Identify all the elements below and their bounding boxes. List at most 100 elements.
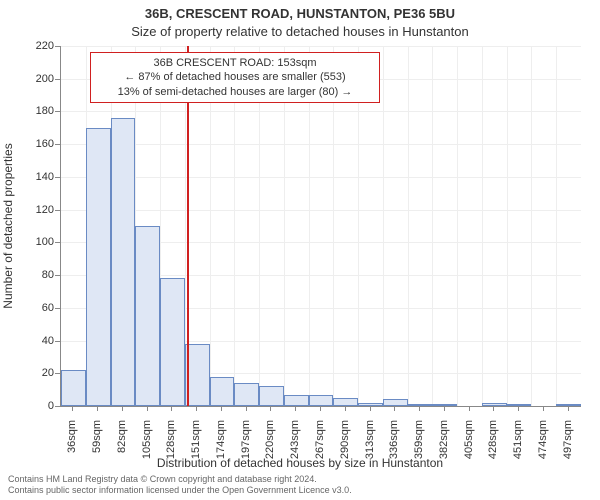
histogram-bar: [111, 118, 136, 406]
xtick-label: 290sqm: [339, 420, 351, 459]
footer-line-1: Contains HM Land Registry data © Crown c…: [8, 474, 352, 485]
ytick-mark: [55, 341, 60, 342]
histogram-bar: [309, 395, 334, 406]
ytick-label: 160: [14, 138, 54, 150]
histogram-bar: [135, 226, 160, 406]
xtick-label: 359sqm: [413, 420, 425, 459]
xtick-label: 128sqm: [165, 420, 177, 459]
xtick-label: 105sqm: [141, 420, 153, 459]
gridline-v: [556, 46, 557, 406]
xtick-mark: [221, 406, 222, 411]
gridline-v: [432, 46, 433, 406]
chart-title: 36B, CRESCENT ROAD, HUNSTANTON, PE36 5BU: [0, 6, 600, 21]
histogram-bar: [333, 398, 358, 406]
gridline-v: [531, 46, 532, 406]
ytick-mark: [55, 242, 60, 243]
xtick-label: 151sqm: [190, 420, 202, 459]
histogram-bar: [556, 404, 581, 406]
annotation-box: 36B CRESCENT ROAD: 153sqm← 87% of detach…: [90, 52, 380, 103]
annotation-line-3: 13% of semi-detached houses are larger (…: [97, 85, 373, 99]
xtick-mark: [568, 406, 569, 411]
xtick-mark: [97, 406, 98, 411]
xtick-label: 474sqm: [537, 420, 549, 459]
gridline-h: [61, 46, 581, 47]
ytick-label: 140: [14, 171, 54, 183]
gridline-v: [383, 46, 384, 406]
footer-line-2: Contains public sector information licen…: [8, 485, 352, 496]
xtick-mark: [122, 406, 123, 411]
annotation-line-2: ← 87% of detached houses are smaller (55…: [97, 70, 373, 84]
annotation-line-1: 36B CRESCENT ROAD: 153sqm: [97, 56, 373, 70]
ytick-label: 120: [14, 204, 54, 216]
xtick-mark: [171, 406, 172, 411]
xtick-mark: [270, 406, 271, 411]
ytick-mark: [55, 373, 60, 374]
xtick-mark: [518, 406, 519, 411]
x-axis-title: Distribution of detached houses by size …: [0, 456, 600, 470]
ytick-label: 40: [14, 335, 54, 347]
xtick-label: 59sqm: [91, 420, 103, 453]
gridline-v: [457, 46, 458, 406]
histogram-bar: [234, 383, 259, 406]
xtick-mark: [246, 406, 247, 411]
xtick-mark: [196, 406, 197, 411]
ytick-mark: [55, 406, 60, 407]
ytick-mark: [55, 275, 60, 276]
xtick-mark: [543, 406, 544, 411]
xtick-mark: [394, 406, 395, 411]
histogram-bar: [210, 377, 235, 406]
xtick-mark: [469, 406, 470, 411]
ytick-label: 220: [14, 40, 54, 52]
xtick-mark: [295, 406, 296, 411]
ytick-label: 60: [14, 302, 54, 314]
xtick-label: 220sqm: [264, 420, 276, 459]
xtick-mark: [147, 406, 148, 411]
gridline-h: [61, 144, 581, 145]
xtick-mark: [370, 406, 371, 411]
ytick-label: 180: [14, 105, 54, 117]
footer-attribution: Contains HM Land Registry data © Crown c…: [8, 474, 352, 496]
histogram-bar: [358, 403, 383, 406]
xtick-mark: [493, 406, 494, 411]
histogram-bar: [284, 395, 309, 406]
histogram-bar: [259, 386, 284, 406]
gridline-h: [61, 177, 581, 178]
ytick-label: 20: [14, 367, 54, 379]
xtick-label: 313sqm: [364, 420, 376, 459]
xtick-label: 174sqm: [215, 420, 227, 459]
xtick-label: 451sqm: [512, 420, 524, 459]
xtick-label: 336sqm: [388, 420, 400, 459]
gridline-v: [482, 46, 483, 406]
xtick-label: 382sqm: [438, 420, 450, 459]
ytick-mark: [55, 46, 60, 47]
xtick-label: 405sqm: [463, 420, 475, 459]
xtick-mark: [320, 406, 321, 411]
xtick-label: 428sqm: [487, 420, 499, 459]
chart-container: 36B, CRESCENT ROAD, HUNSTANTON, PE36 5BU…: [0, 0, 600, 500]
ytick-label: 100: [14, 236, 54, 248]
ytick-mark: [55, 308, 60, 309]
gridline-v: [507, 46, 508, 406]
ytick-label: 80: [14, 269, 54, 281]
xtick-mark: [444, 406, 445, 411]
xtick-label: 197sqm: [240, 420, 252, 459]
xtick-label: 82sqm: [116, 420, 128, 453]
ytick-mark: [55, 210, 60, 211]
xtick-mark: [72, 406, 73, 411]
ytick-mark: [55, 111, 60, 112]
y-axis-title: Number of detached properties: [1, 143, 15, 308]
ytick-label: 0: [14, 400, 54, 412]
histogram-bar: [61, 370, 86, 406]
ytick-mark: [55, 177, 60, 178]
ytick-mark: [55, 79, 60, 80]
ytick-label: 200: [14, 73, 54, 85]
histogram-bar: [86, 128, 111, 406]
xtick-mark: [419, 406, 420, 411]
xtick-label: 497sqm: [562, 420, 574, 459]
xtick-label: 36sqm: [66, 420, 78, 453]
ytick-mark: [55, 144, 60, 145]
chart-subtitle: Size of property relative to detached ho…: [0, 24, 600, 39]
xtick-label: 267sqm: [314, 420, 326, 459]
xtick-mark: [345, 406, 346, 411]
histogram-bar: [432, 404, 457, 406]
